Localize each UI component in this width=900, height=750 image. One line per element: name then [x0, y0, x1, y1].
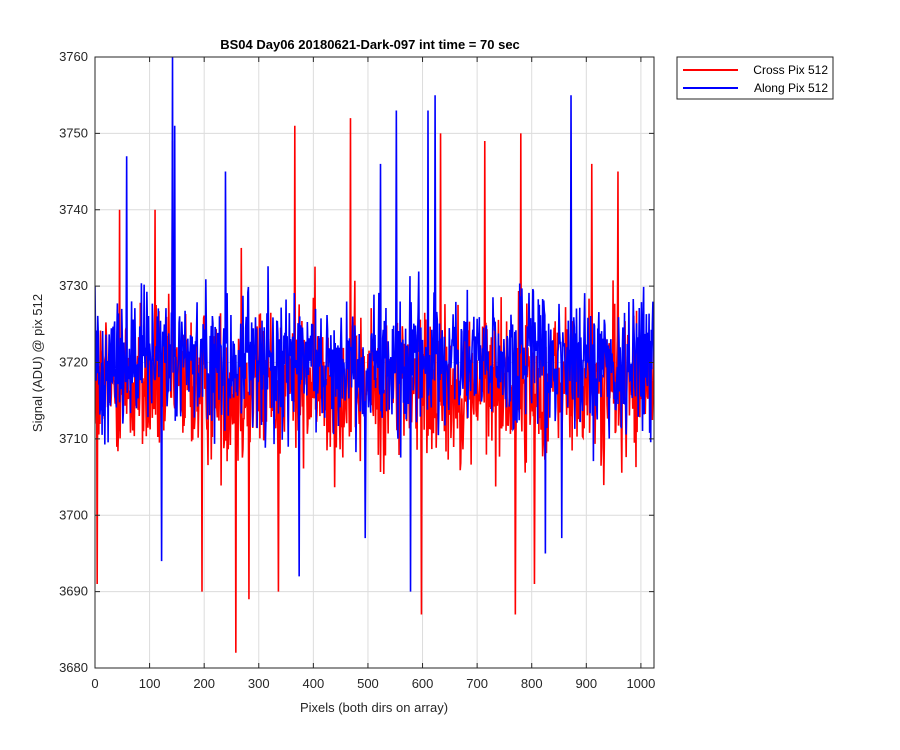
y-tick-label: 3740	[59, 202, 88, 217]
series-line-along-pix-512	[95, 57, 654, 592]
y-tick-label: 3690	[59, 584, 88, 599]
y-tick-label: 3680	[59, 660, 88, 675]
x-tick-label: 0	[91, 676, 98, 691]
y-axis-ticks: 3680 3690 3700 3710 3720 3730 3740 3750 3760	[59, 49, 654, 675]
x-tick-label: 900	[575, 676, 597, 691]
y-tick-label: 3720	[59, 355, 88, 370]
x-tick-label: 500	[357, 676, 379, 691]
plot-area	[95, 57, 654, 653]
legend-entry-cross: Cross Pix 512	[753, 63, 828, 77]
y-axis-label: Signal (ADU) @ pix 512	[30, 294, 45, 432]
legend: Cross Pix 512 Along Pix 512	[676, 56, 834, 100]
y-tick-label: 3710	[59, 431, 88, 446]
x-tick-label: 800	[521, 676, 543, 691]
legend-box	[676, 56, 834, 100]
x-tick-label: 1000	[626, 676, 655, 691]
x-axis-ticks: 0 100 200 300 400 500 600 700 800 900 1000	[91, 57, 655, 691]
y-tick-label: 3760	[59, 49, 88, 64]
y-tick-label: 3700	[59, 507, 88, 522]
y-tick-label: 3730	[59, 278, 88, 293]
x-tick-label: 300	[248, 676, 270, 691]
x-tick-label: 100	[139, 676, 161, 691]
y-tick-label: 3750	[59, 125, 88, 140]
x-tick-label: 600	[412, 676, 434, 691]
x-tick-label: 200	[193, 676, 215, 691]
x-tick-label: 700	[466, 676, 488, 691]
x-tick-label: 400	[303, 676, 325, 691]
chart-title: BS04 Day06 20180621-Dark-097 int time = …	[220, 37, 520, 52]
legend-entry-along: Along Pix 512	[754, 81, 828, 95]
x-axis-label: Pixels (both dirs on array)	[300, 700, 448, 715]
